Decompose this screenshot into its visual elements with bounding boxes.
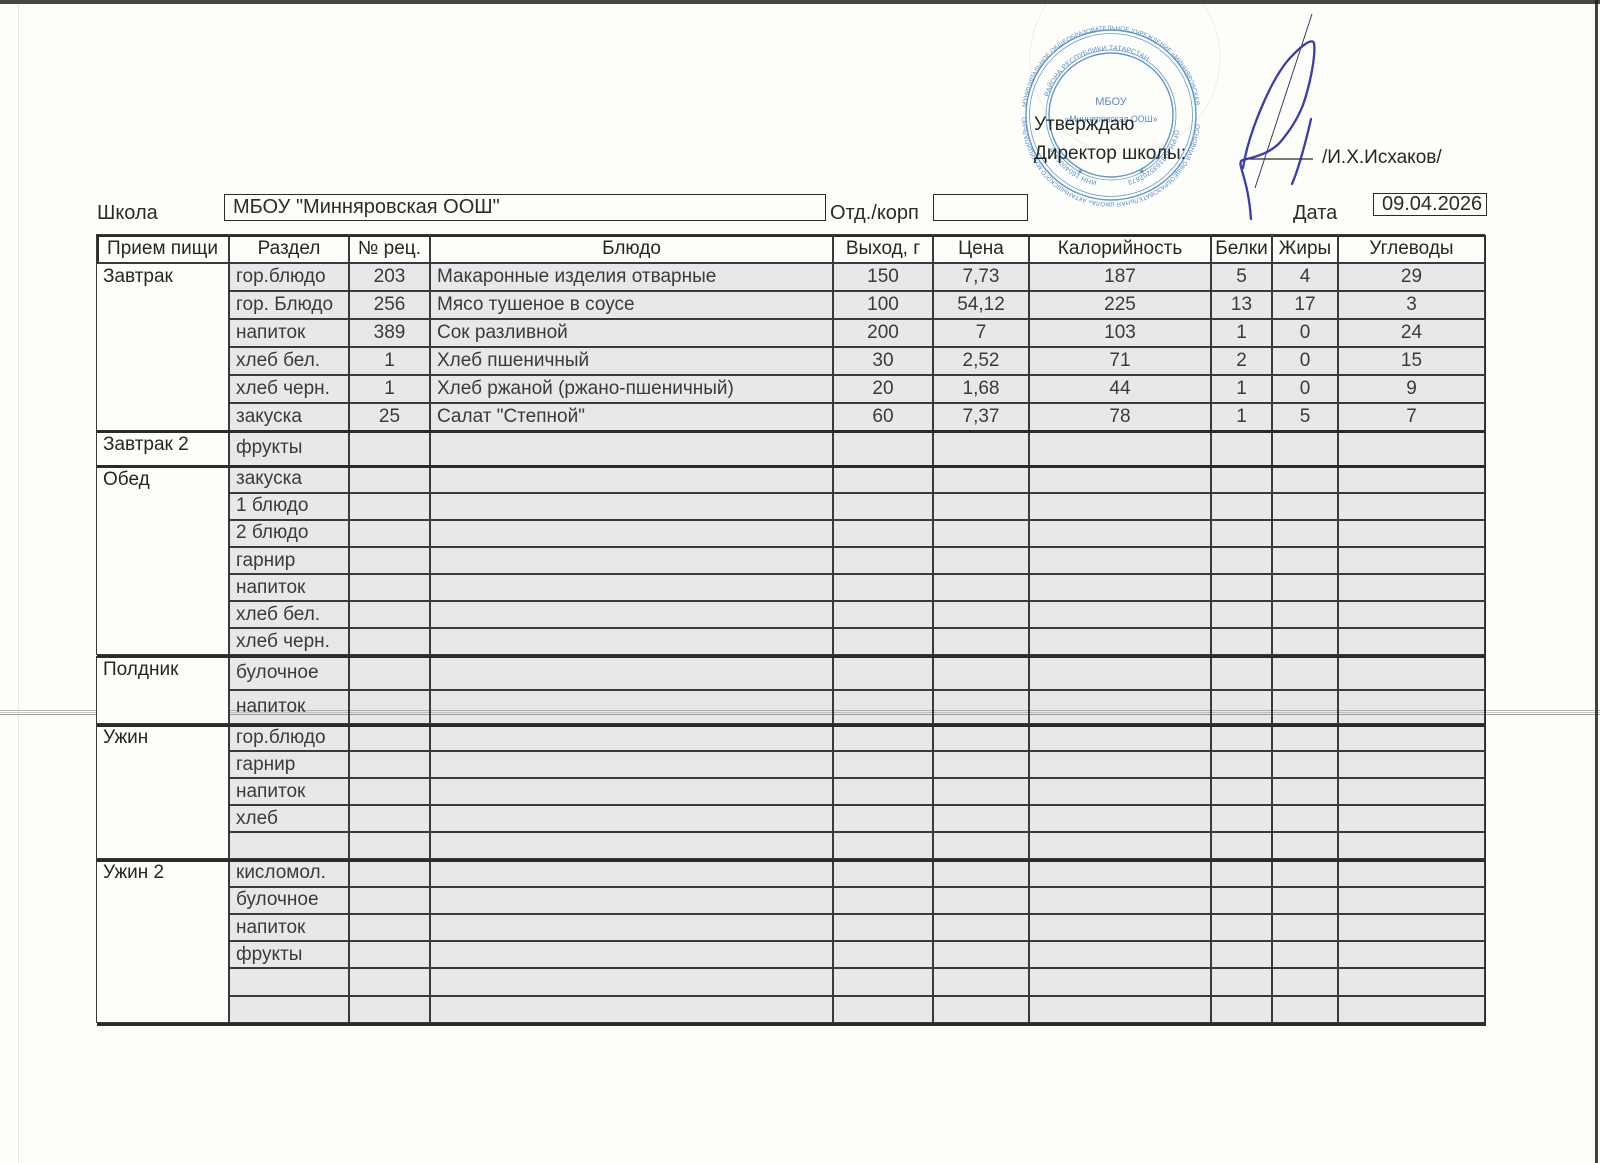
svg-text:★: ★	[1077, 167, 1084, 176]
svg-text:РАЙОНА РЕСПУБЛИКИ ТАТАРСТАН: РАЙОНА РЕСПУБЛИКИ ТАТАРСТАН	[1044, 45, 1150, 98]
svg-text:ОСНОВНАЯ ОБЩЕОБРАЗОВАТЕЛЬНАЯ Ш: ОСНОВНАЯ ОБЩЕОБРАЗОВАТЕЛЬНАЯ ШКОЛА» АКТА…	[1009, 13, 1201, 208]
svg-text:МБОУ: МБОУ	[1095, 96, 1128, 108]
svg-text:★: ★	[1139, 167, 1146, 176]
